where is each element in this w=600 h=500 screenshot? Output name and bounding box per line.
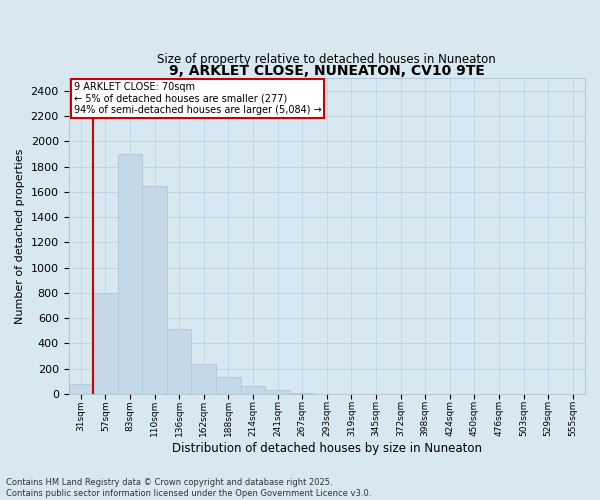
Bar <box>118 154 142 394</box>
Bar <box>93 293 118 394</box>
Bar <box>142 186 167 394</box>
Y-axis label: Number of detached properties: Number of detached properties <box>15 148 25 324</box>
Bar <box>191 364 216 394</box>
X-axis label: Distribution of detached houses by size in Nuneaton: Distribution of detached houses by size … <box>172 442 482 455</box>
Bar <box>265 390 290 394</box>
Title: 9, ARKLET CLOSE, NUNEATON, CV10 9TE: 9, ARKLET CLOSE, NUNEATON, CV10 9TE <box>169 64 485 78</box>
Bar <box>216 378 241 394</box>
Bar <box>290 392 314 394</box>
Bar <box>167 330 191 394</box>
Text: Contains HM Land Registry data © Crown copyright and database right 2025.
Contai: Contains HM Land Registry data © Crown c… <box>6 478 371 498</box>
Text: 9 ARKLET CLOSE: 70sqm
← 5% of detached houses are smaller (277)
94% of semi-deta: 9 ARKLET CLOSE: 70sqm ← 5% of detached h… <box>74 82 322 115</box>
Text: Size of property relative to detached houses in Nuneaton: Size of property relative to detached ho… <box>157 53 496 66</box>
Bar <box>68 384 93 394</box>
Bar <box>241 386 265 394</box>
